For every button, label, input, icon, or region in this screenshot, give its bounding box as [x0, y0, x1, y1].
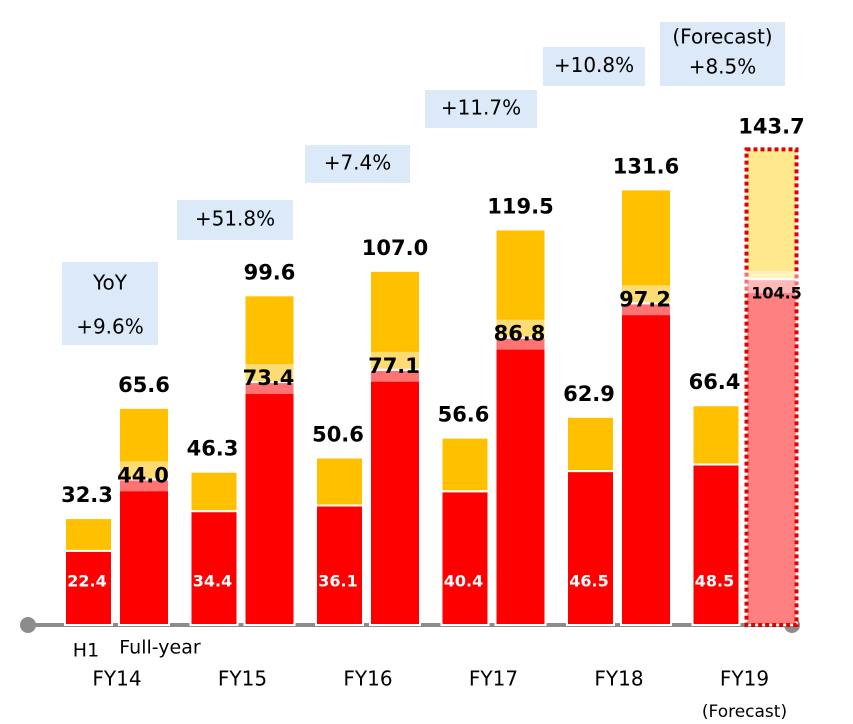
total-label: 62.9	[563, 382, 615, 406]
yoy-title: (Forecast)	[672, 25, 772, 49]
data-label: 77.1	[368, 354, 420, 378]
axis-end	[20, 617, 36, 633]
label-background	[744, 271, 807, 294]
data-label: 36.1	[318, 572, 357, 591]
x-tick-label: FY14	[92, 667, 141, 691]
total-label: 143.7	[738, 114, 804, 138]
yoy-box	[543, 47, 645, 86]
yoy-title: YoY	[92, 271, 128, 295]
data-label: 22.4	[67, 572, 106, 591]
bar-segment	[118, 406, 170, 481]
bar-segment	[243, 294, 296, 384]
bar-segment	[369, 269, 421, 371]
total-label: 99.6	[244, 260, 296, 284]
bar-kind-label: H1	[73, 640, 99, 662]
yoy-box	[305, 145, 410, 183]
bar-segment	[440, 436, 490, 493]
yoy-box	[660, 22, 785, 86]
bar-segment	[494, 336, 547, 626]
bar-segment	[189, 470, 239, 513]
total-label: 65.6	[118, 373, 170, 397]
label-background	[362, 351, 424, 382]
bar-segment	[745, 148, 798, 281]
total-label: 50.6	[312, 423, 364, 447]
yoy-label: +7.4%	[324, 151, 392, 175]
data-label: 97.2	[619, 287, 671, 311]
bar-segment	[566, 470, 615, 626]
bar-segment	[440, 490, 490, 626]
bar-segment	[369, 368, 421, 627]
total-label: 32.3	[61, 483, 113, 507]
label-background	[236, 364, 299, 395]
label-background	[487, 319, 550, 350]
total-label: 46.3	[187, 437, 239, 461]
bar-segment	[189, 510, 239, 626]
total-label: 56.6	[438, 403, 490, 427]
x-tick-label: FY16	[343, 667, 392, 691]
bar-segment	[243, 381, 296, 626]
x-tick-label: FY17	[469, 667, 518, 691]
bar-segment	[64, 517, 113, 552]
data-label: 44.0	[117, 463, 169, 487]
yoy-box	[177, 200, 293, 240]
bar-segment	[566, 415, 615, 473]
bar-segment	[691, 404, 741, 466]
x-tick-label: FY18	[594, 667, 643, 691]
total-label: 66.4	[689, 370, 741, 394]
bar-segment	[494, 228, 547, 339]
total-label: 119.5	[487, 194, 553, 218]
data-label: 86.8	[494, 322, 546, 346]
bar-segment	[315, 456, 364, 507]
data-label: 46.5	[569, 572, 608, 591]
yoy-label: +8.5%	[689, 55, 757, 79]
x-tick-note: (Forecast)	[702, 702, 787, 722]
bar-segment	[620, 302, 672, 626]
data-label: 34.4	[193, 572, 232, 591]
x-tick-label: FY15	[218, 667, 267, 691]
bar-segment	[691, 463, 741, 626]
yoy-label: +51.8%	[195, 207, 275, 231]
data-label: 40.4	[444, 572, 483, 591]
bar-segment	[620, 188, 672, 305]
data-label: 73.4	[243, 366, 295, 390]
data-label: 48.5	[695, 572, 734, 591]
bar-segment	[64, 549, 113, 627]
yoy-label: +9.6%	[76, 315, 144, 339]
label-background	[111, 461, 173, 492]
bar-segment	[315, 504, 364, 626]
yoy-box	[425, 90, 537, 128]
yoy-label: +10.8%	[554, 53, 634, 77]
yoy-box	[62, 262, 158, 345]
total-label: 131.6	[613, 154, 679, 178]
forecast-outline	[744, 147, 799, 627]
yoy-label: +11.7%	[441, 96, 521, 120]
label-background	[613, 285, 675, 316]
data-label: 104.5	[751, 284, 802, 303]
x-tick-label: FY19	[720, 667, 769, 691]
bar-kind-label: Full-year	[119, 637, 201, 659]
bar-segment	[118, 478, 170, 626]
total-label: 107.0	[362, 236, 428, 260]
bar-segment	[745, 278, 798, 626]
